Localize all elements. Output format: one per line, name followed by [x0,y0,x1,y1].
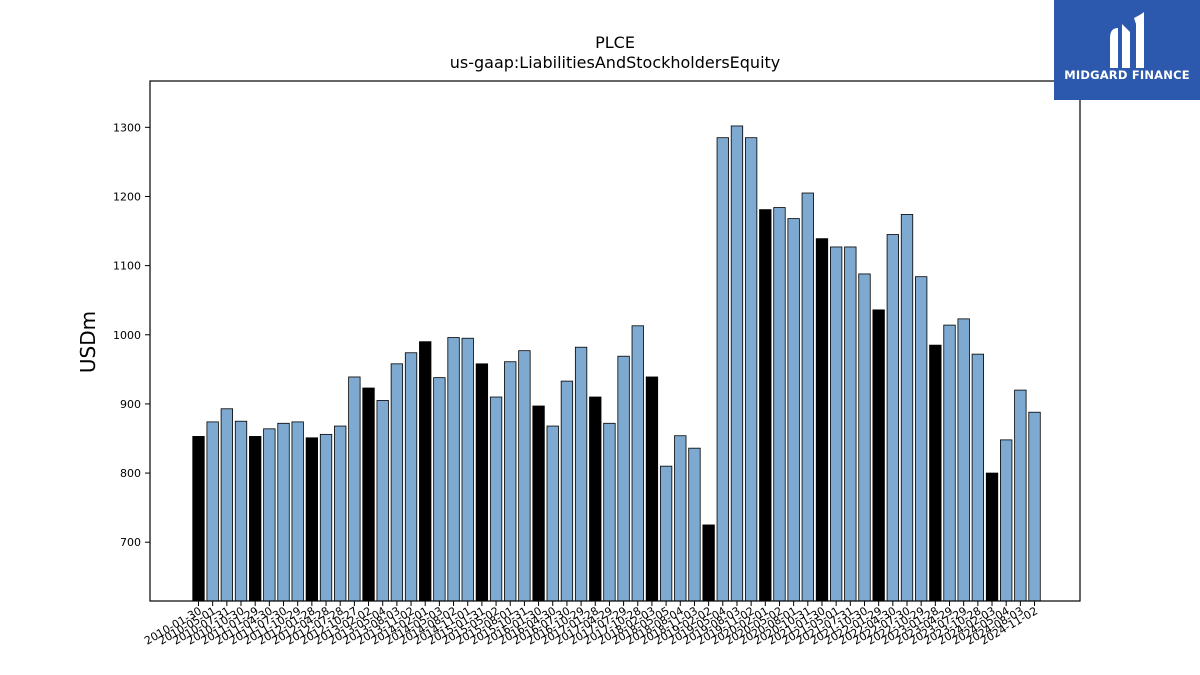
bar-2018-05-05 [659,465,673,602]
bar-2010-05-01 [206,421,219,602]
bar-2020-10-31 [801,192,814,602]
bar-2022-07-30 [900,214,914,602]
bar-2018-02-03 [645,376,659,602]
bar-2019-08-03 [730,125,744,602]
bar-2012-04-28 [319,433,333,602]
bar-2012-01-28 [305,437,319,602]
bar-2011-10-29 [291,421,304,602]
chart-title: PLCE [595,33,635,52]
bar-2015-10-31 [518,350,531,602]
bar-2014-11-01 [461,337,474,602]
bar-2012-07-28 [334,425,347,602]
bar-2024-11-02 [1028,411,1041,602]
bar-2023-04-29 [943,324,956,602]
bar-2017-01-28 [589,396,602,602]
bar-2018-11-03 [688,447,701,602]
y-tick-label: 1100 [113,260,141,273]
bar-2010-10-30 [234,420,248,602]
bar-2021-10-30 [858,273,871,602]
bar-2024-05-04 [1000,439,1013,602]
bar-2013-11-02 [404,352,418,602]
y-tick-label: 800 [120,467,141,480]
bar-2023-07-29 [957,318,970,602]
bar-2022-01-29 [872,309,885,602]
bar-2023-10-28 [971,353,984,602]
bar-2018-08-04 [674,435,687,602]
chart-subtitle: us-gaap:LiabilitiesAndStockholdersEquity [450,53,781,72]
midgard-logo-icon [1110,12,1144,68]
bar-2019-02-02 [702,524,715,602]
bar-2019-11-02 [744,137,758,602]
bar-2015-05-02 [489,396,503,602]
bar-2015-08-01 [504,361,517,602]
bar-2016-04-30 [546,425,559,602]
bar-2021-01-30 [815,238,829,602]
bar-2020-05-02 [773,207,786,602]
bar-2012-10-27 [348,376,361,602]
x-axis: 2010-01-302010-05-012010-07-312010-10-30… [142,601,1040,648]
bar-2014-08-02 [447,337,460,602]
bar-2017-07-29 [617,355,630,602]
bar-2014-05-03 [433,377,446,602]
bar-2016-10-29 [574,346,588,602]
bar-2011-07-30 [277,422,290,602]
bar-2019-05-04 [716,137,729,602]
bar-2011-04-30 [263,428,276,602]
bar-2020-02-01 [759,209,772,602]
bar-2024-08-03 [1014,389,1027,602]
bar-2021-05-01 [830,246,843,602]
bar-2013-05-04 [376,400,389,602]
bar-2017-04-29 [603,422,616,602]
bar-2014-02-01 [419,341,432,602]
y-tick-label: 700 [120,536,141,549]
y-tick-label: 900 [120,398,141,411]
y-tick-label: 1200 [113,190,141,203]
bar-2022-10-29 [915,276,928,602]
plot-frame [149,80,1081,602]
bars-group [192,125,1041,602]
watermark-text: MIDGARD FINANCE [1064,68,1190,82]
bar-2020-08-01 [787,218,800,602]
bar-2024-02-03 [985,472,999,602]
bar-2010-01-30 [192,436,205,602]
y-axis-label: USDm [76,311,100,373]
bar-2016-07-30 [560,380,574,602]
y-axis: 700 800 900 1000 1100 1200 1300 [113,121,150,549]
y-tick-label: 1300 [113,121,141,134]
bar-2023-01-28 [929,344,942,602]
bar-2013-08-03 [390,363,404,602]
bar-2010-07-31 [220,408,233,602]
bar-2017-10-28 [631,325,644,602]
bar-2013-02-02 [362,387,375,602]
bar-2011-01-29 [249,436,262,602]
bar-2021-07-31 [844,246,857,602]
bar-2016-01-30 [532,405,545,602]
bar-2015-01-31 [475,363,489,602]
midgard-finance-logo: MIDGARD FINANCE [1054,0,1200,100]
bar-2022-04-30 [886,234,899,602]
y-tick-label: 1000 [113,329,141,342]
